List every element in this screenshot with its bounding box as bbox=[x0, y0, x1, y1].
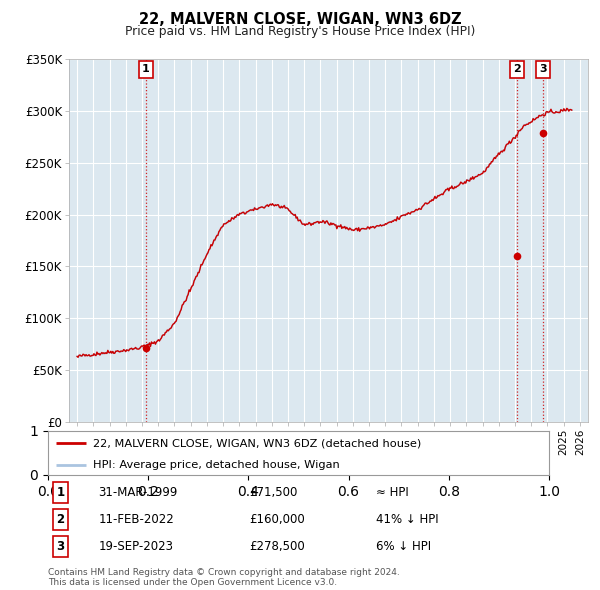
Text: £278,500: £278,500 bbox=[250, 540, 305, 553]
Text: HPI: Average price, detached house, Wigan: HPI: Average price, detached house, Wiga… bbox=[93, 460, 340, 470]
Text: 41% ↓ HPI: 41% ↓ HPI bbox=[376, 513, 438, 526]
Text: 22, MALVERN CLOSE, WIGAN, WN3 6DZ: 22, MALVERN CLOSE, WIGAN, WN3 6DZ bbox=[139, 12, 461, 27]
Text: 22, MALVERN CLOSE, WIGAN, WN3 6DZ (detached house): 22, MALVERN CLOSE, WIGAN, WN3 6DZ (detac… bbox=[93, 438, 421, 448]
Text: Price paid vs. HM Land Registry's House Price Index (HPI): Price paid vs. HM Land Registry's House … bbox=[125, 25, 475, 38]
Text: £71,500: £71,500 bbox=[250, 486, 298, 499]
Text: 11-FEB-2022: 11-FEB-2022 bbox=[98, 513, 174, 526]
Text: 2: 2 bbox=[56, 513, 65, 526]
Text: 2: 2 bbox=[513, 64, 521, 74]
Text: ≈ HPI: ≈ HPI bbox=[376, 486, 409, 499]
Text: 1: 1 bbox=[56, 486, 65, 499]
Text: 1: 1 bbox=[142, 64, 150, 74]
Text: 6% ↓ HPI: 6% ↓ HPI bbox=[376, 540, 431, 553]
Text: 19-SEP-2023: 19-SEP-2023 bbox=[98, 540, 173, 553]
Text: Contains HM Land Registry data © Crown copyright and database right 2024.
This d: Contains HM Land Registry data © Crown c… bbox=[48, 568, 400, 587]
Text: £160,000: £160,000 bbox=[250, 513, 305, 526]
Text: 3: 3 bbox=[539, 64, 547, 74]
Text: 31-MAR-1999: 31-MAR-1999 bbox=[98, 486, 178, 499]
Text: 3: 3 bbox=[56, 540, 65, 553]
